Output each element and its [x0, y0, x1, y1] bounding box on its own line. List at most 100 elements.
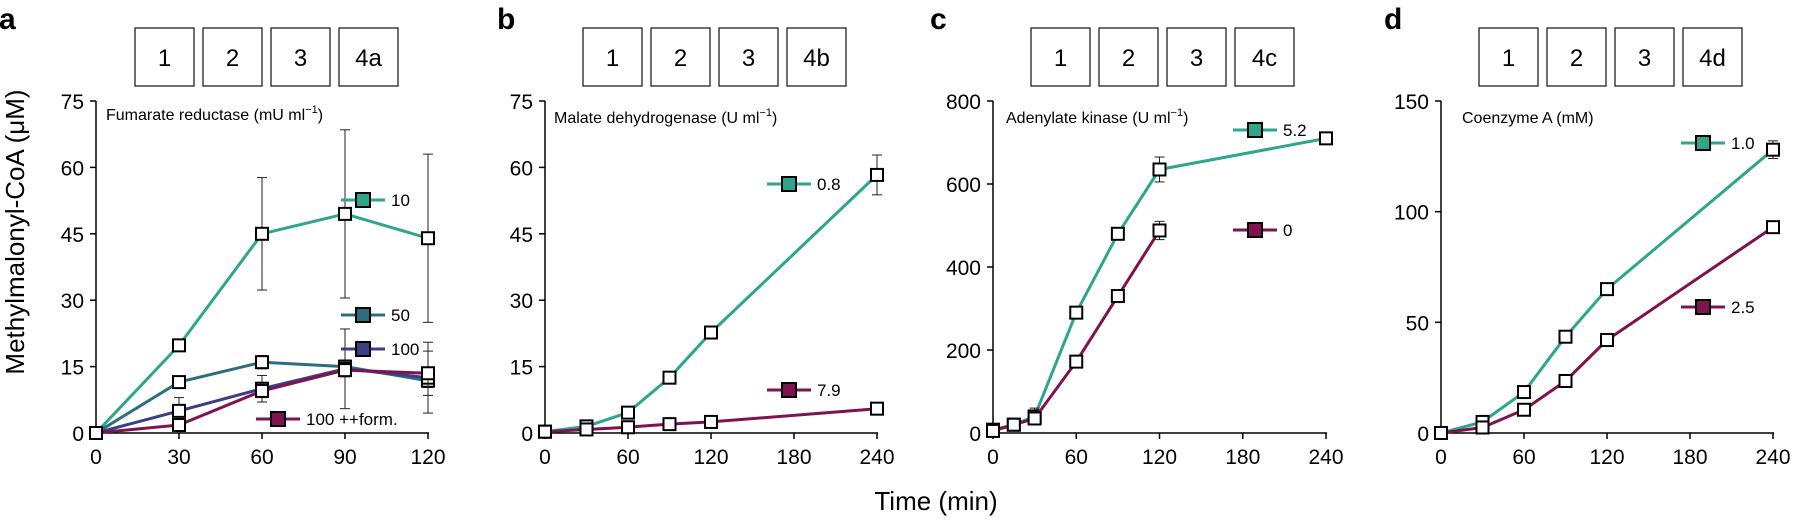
legend-label: 1.0 — [1731, 134, 1755, 153]
panel-a: 1 2 3 4a 0 15 30 45 60 75 0 30 60 90 120 Fumarate reduc… — [61, 27, 446, 469]
legend-marker — [1695, 135, 1711, 151]
legend-title: Malate dehydrogenase (U ml−1) — [554, 107, 777, 127]
step-box-label: 1 — [606, 45, 619, 72]
y-tick-label: 45 — [61, 224, 84, 247]
y-tick-label: 15 — [61, 357, 84, 380]
step-box — [650, 27, 711, 87]
y-tick-label: 75 — [510, 91, 533, 114]
step-box-label: 2 — [226, 45, 239, 72]
step-box-label: 2 — [1122, 45, 1135, 72]
y-tick-label: 30 — [61, 290, 84, 313]
legend-marker — [781, 176, 797, 192]
legend-label: 7.9 — [817, 381, 841, 400]
panel-b: 1 2 3 4b 0 15 30 45 60 75 0 60 120 180 240 Malate dehyd… — [510, 27, 895, 469]
step-box — [1030, 27, 1091, 87]
step-box — [1166, 27, 1227, 87]
y-tick-label: 0 — [72, 423, 84, 446]
panel-d: 1 2 3 4d 0 50 100 150 0 60 120 180 240 Coenzyme A (mM… — [1394, 27, 1791, 469]
data-point — [172, 375, 186, 390]
data-point — [338, 363, 352, 378]
step-box — [1098, 27, 1159, 87]
step-box — [1478, 27, 1539, 87]
data-point — [1152, 223, 1167, 238]
step-box — [270, 27, 331, 87]
x-tick-label: 120 — [1589, 446, 1624, 469]
y-tick-label: 30 — [510, 290, 533, 313]
data-point — [1110, 226, 1125, 241]
y-tick-label: 600 — [946, 174, 981, 197]
data-point — [172, 338, 186, 353]
x-tick-label: 180 — [1225, 446, 1260, 469]
legend-title-unit-exponent: −1 — [305, 104, 318, 116]
data-point — [1475, 420, 1490, 435]
x-tick-label: 240 — [859, 446, 894, 469]
panel-letter-d: d — [1384, 3, 1402, 36]
legend-marker — [1247, 222, 1263, 238]
legend-title-main: Adenylate kinase (U ml — [1006, 110, 1171, 127]
data-point — [1766, 142, 1780, 157]
step-box — [134, 27, 195, 87]
step-box — [582, 27, 643, 87]
y-tick-label: 60 — [61, 157, 84, 180]
x-tick-label: 60 — [1065, 446, 1088, 469]
data-point — [1600, 282, 1614, 297]
step-box — [338, 27, 399, 87]
series-a-3: 100 ++form. — [89, 350, 435, 440]
legend-title-end: ) — [1183, 110, 1188, 127]
legend-label: 50 — [391, 306, 410, 325]
data-point — [172, 403, 186, 418]
x-tick-label: 60 — [250, 446, 273, 469]
data-point — [1766, 220, 1780, 235]
data-point — [538, 424, 552, 439]
data-point — [1558, 373, 1573, 388]
data-point — [255, 355, 269, 370]
legend-label: 100 ++form. — [306, 410, 398, 429]
x-tick-label: 240 — [1308, 446, 1343, 469]
y-tick-label: 50 — [1406, 312, 1429, 335]
x-tick-label: 0 — [90, 446, 102, 469]
step-box-label: 3 — [294, 45, 307, 72]
series-b-1: 7.9 — [538, 381, 884, 439]
data-point — [621, 420, 635, 435]
data-point — [662, 370, 677, 385]
legend-title: Coenzyme A (mM) — [1462, 110, 1594, 127]
data-point — [1434, 426, 1448, 440]
data-point — [870, 401, 884, 416]
legend-marker — [355, 307, 371, 323]
data-point — [1069, 305, 1084, 320]
step-box — [1682, 27, 1743, 87]
y-tick-label: 45 — [510, 224, 533, 247]
step-box-label: 3 — [1638, 45, 1651, 72]
step-box-label: 4d — [1699, 45, 1726, 72]
legend-title-main: Fumarate reductase (mU ml — [106, 107, 305, 124]
data-point — [421, 366, 435, 381]
y-tick-label: 60 — [510, 157, 533, 180]
step-box — [786, 27, 847, 87]
panel-c: 1 2 3 4c 0 200 400 600 800 0 60 120 180 240 Adenylate … — [946, 27, 1344, 469]
legend-title-unit-exponent: −1 — [1171, 107, 1184, 119]
data-point — [89, 426, 103, 440]
data-point — [1319, 131, 1333, 146]
series-line — [992, 229, 1161, 433]
y-tick-label: 0 — [969, 423, 981, 446]
data-point — [1600, 333, 1614, 348]
data-point — [338, 206, 352, 221]
legend-title-main: Coenzyme A (mM) — [1462, 110, 1594, 127]
step-box-label: 1 — [1502, 45, 1515, 72]
series-d-1: 2.5 — [1434, 220, 1780, 440]
y-tick-label: 0 — [521, 423, 533, 446]
data-point — [986, 423, 1000, 438]
y-tick-label: 15 — [510, 357, 533, 380]
legend-label: 5.2 — [1283, 121, 1307, 140]
legend-marker — [355, 192, 371, 208]
x-tick-label: 0 — [1435, 446, 1447, 469]
series-line — [1440, 225, 1774, 435]
x-tick-label: 120 — [693, 446, 728, 469]
x-tick-label: 30 — [167, 446, 190, 469]
x-tick-label: 120 — [1142, 446, 1177, 469]
series-d-0: 1.0 — [1434, 134, 1780, 440]
y-tick-label: 0 — [1417, 423, 1429, 446]
